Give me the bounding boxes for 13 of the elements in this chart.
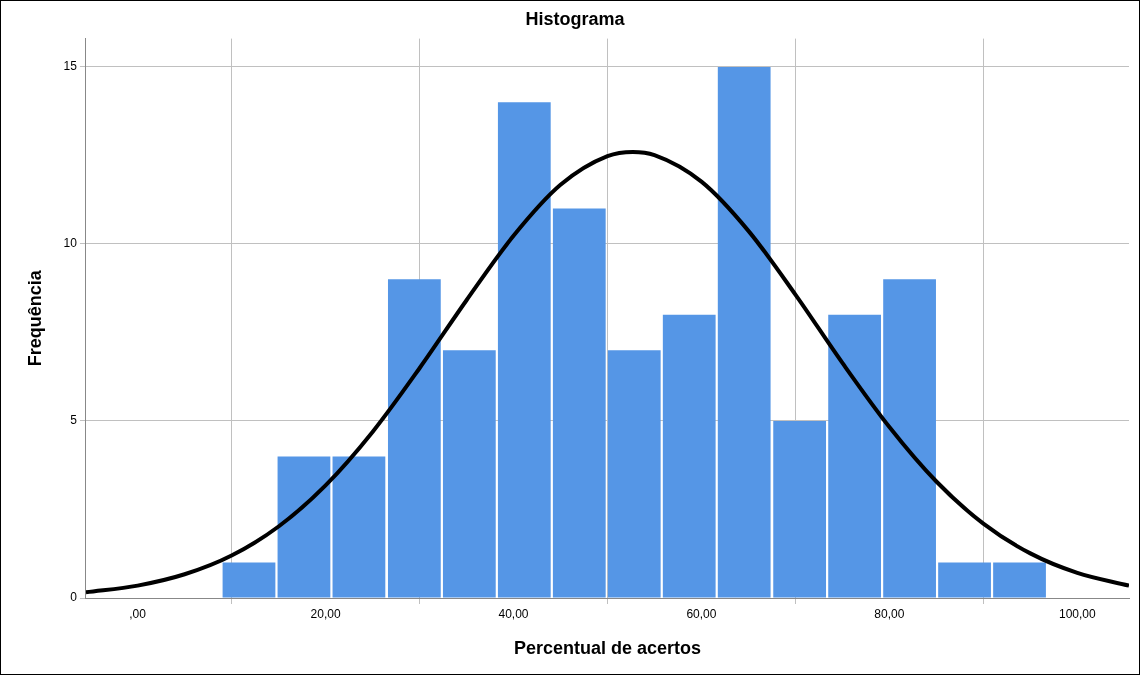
y-tick-label: 5	[70, 413, 78, 428]
y-tick-label: 0	[70, 590, 78, 605]
x-tick-label: 40,00	[498, 606, 529, 621]
y-axis-title: Frequência	[24, 269, 45, 367]
x-tick-label: 80,00	[874, 606, 905, 621]
x-axis-title: Percentual de acertos	[513, 638, 702, 659]
chart-title: Histograma	[525, 8, 626, 29]
x-tick-label: 60,00	[686, 606, 717, 621]
y-tick-label: 10	[63, 236, 78, 251]
x-tick-label: 20,00	[310, 606, 341, 621]
x-tick-label: ,00	[129, 606, 147, 621]
x-tick-label: 100,00	[1058, 606, 1096, 621]
y-tick-label: 15	[63, 59, 78, 74]
